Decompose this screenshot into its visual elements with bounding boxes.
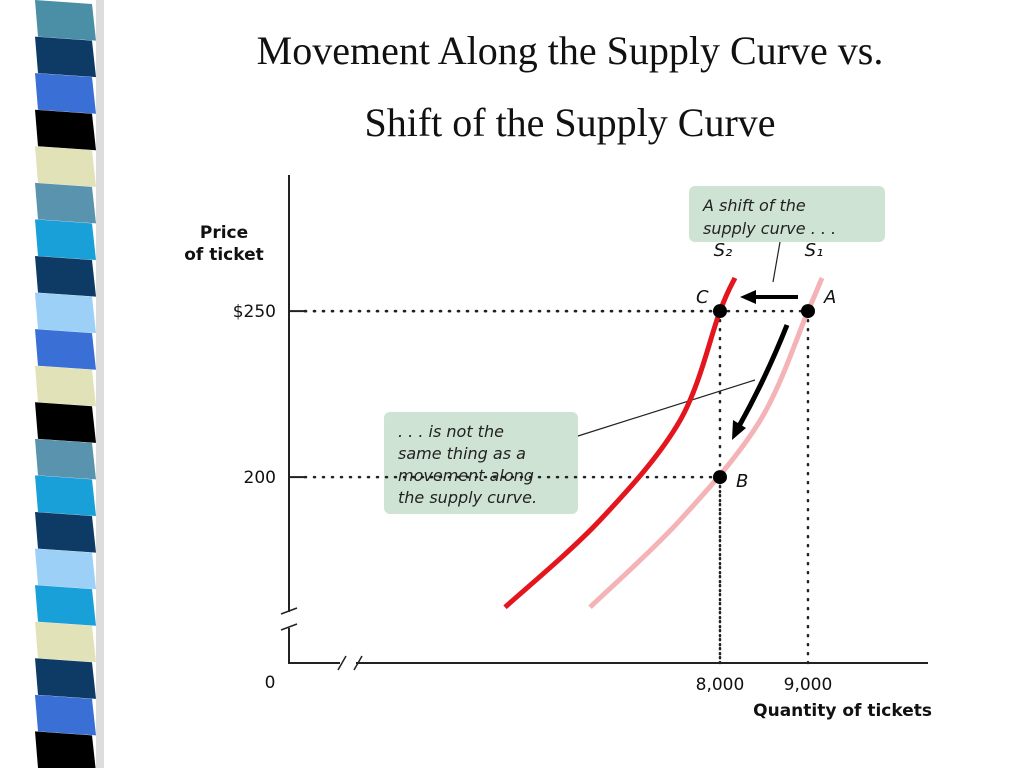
- annotation-box: [689, 186, 885, 242]
- stripe: [35, 73, 96, 114]
- stripe: [35, 146, 96, 187]
- stripe: [35, 438, 96, 480]
- title-line: Shift of the Supply Curve: [364, 100, 775, 145]
- x-axis-label: Quantity of tickets: [753, 701, 932, 721]
- stripe: [35, 694, 96, 736]
- series-label: S₂: [714, 240, 733, 261]
- stripe: [35, 548, 96, 590]
- arrow-head: [732, 420, 746, 440]
- stripe: [35, 475, 96, 516]
- stripe: [35, 256, 96, 297]
- annotation-text: . . . is not the: [398, 422, 504, 441]
- title-line: Movement Along the Supply Curve vs.: [257, 28, 884, 73]
- stripe: [35, 36, 96, 78]
- stripe: [35, 182, 96, 224]
- y-axis-label: of ticket: [184, 245, 264, 265]
- x-tick-label: 9,000: [784, 675, 833, 695]
- stripe: [35, 329, 96, 370]
- decor-stripes: [35, 0, 104, 768]
- stripe: [35, 585, 96, 626]
- annotation-text: movement along: [398, 466, 534, 485]
- stripe: [35, 731, 96, 768]
- stripe: [35, 658, 96, 699]
- stripe: [35, 402, 96, 443]
- stripe: [35, 512, 96, 553]
- point-label: A: [823, 287, 836, 308]
- x-tick-label: 8,000: [696, 675, 745, 695]
- point: [712, 304, 727, 319]
- plot: 200 $250 8,000 9,000 S₂ S₁ A B C A shift of the su…: [233, 196, 837, 695]
- annotation-text: A shift of the: [702, 196, 806, 215]
- leader-line: [577, 379, 756, 437]
- axes: [288, 175, 928, 664]
- stripe: [35, 0, 96, 41]
- arrow-head: [740, 290, 756, 304]
- annotation-box: [384, 412, 578, 514]
- stripe: [35, 292, 96, 334]
- point-label: C: [696, 287, 709, 308]
- series-label: S₁: [805, 240, 824, 261]
- annotation-text: the supply curve.: [398, 488, 537, 507]
- point: [800, 304, 815, 319]
- y-axis-label: Price: [200, 223, 248, 243]
- point: [712, 470, 727, 485]
- stripe: [35, 621, 96, 663]
- stripe: [35, 109, 96, 151]
- stripe-shadow: [96, 0, 104, 768]
- axis-break: [280, 607, 363, 671]
- stripe: [35, 365, 96, 407]
- leader-line: [772, 241, 781, 283]
- point-label: B: [736, 471, 748, 492]
- annotation-text: supply curve . . .: [703, 219, 836, 238]
- y-tick-label: $250: [233, 302, 276, 322]
- origin-label: 0: [265, 673, 276, 693]
- movement-arrow: [735, 324, 790, 430]
- y-tick-label: 200: [244, 468, 276, 488]
- stripe: [35, 219, 96, 260]
- annotation-text: same thing as a: [398, 444, 526, 463]
